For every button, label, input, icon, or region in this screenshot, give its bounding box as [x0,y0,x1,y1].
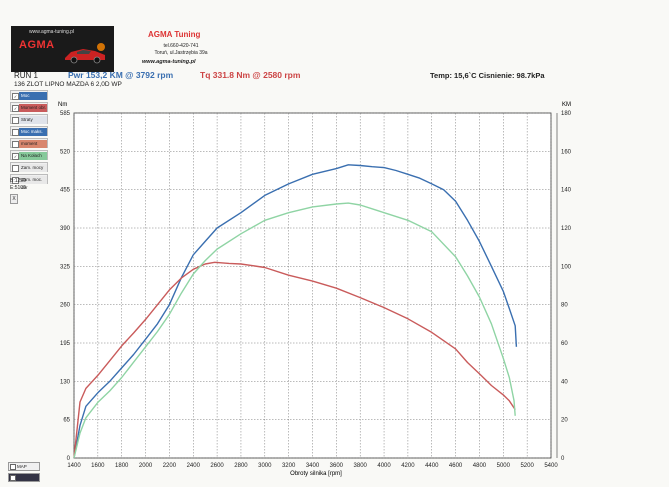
x-tick-label: 3000 [258,463,272,469]
agma-logo: www.agma-tuning.pl AGMA [11,26,114,72]
legend-item[interactable]: Moc maks. [10,126,48,136]
legend-label: moment [19,140,47,148]
legend-label: Moc maks. [19,128,47,136]
series-line-moment-obr- [73,261,516,459]
x-tick-label: 4400 [425,463,439,469]
legend-label: Moment obr. [19,104,47,112]
x-tick-label: 4200 [401,463,415,469]
y-tick-label-right: 160 [561,149,572,155]
run-label: RUN 1 [14,71,39,80]
legend-label: Zam. moc. obr [19,176,47,190]
y-tick-label-left: 195 [60,341,71,347]
x-tick-label: 5000 [497,463,511,469]
x-tick-label: 3800 [354,463,368,469]
website: www.agma-tuning.pl [142,59,196,65]
second-button[interactable] [8,473,40,482]
y-tick-label-left: 455 [60,188,71,194]
x-axis-label: Obroty silnika [rpm] [290,471,342,477]
y-tick-label-right: 120 [561,226,572,232]
legend-checkbox[interactable]: ✓ [12,105,19,112]
car-silhouette-icon [65,43,105,64]
x-tick-label: 5400 [544,463,558,469]
y-tick-label-left: 585 [60,111,71,117]
x-tick-label: 3400 [306,463,320,469]
logo-url: www.agma-tuning.pl [29,29,75,35]
legend-label: Na Kołach [19,152,47,160]
series-lines [73,164,518,459]
map-button[interactable]: MAP [8,462,40,471]
torque-summary: Tq 331.8 Nm @ 2580 rpm [200,70,301,80]
second-checkbox[interactable] [10,475,16,481]
y-tick-label-left: 65 [63,418,70,424]
y-tick-label-right: 40 [561,379,568,385]
y-tick-label-left: 0 [67,456,71,462]
side-button[interactable]: X [10,194,18,204]
x-tick-label: 2400 [187,463,201,469]
logo-brand: AGMA [19,39,55,51]
y-tick-label-left: 390 [60,226,71,232]
legend-item[interactable]: ✓ Moc [10,90,48,100]
y-tick-label-right: 140 [561,188,572,194]
x-tick-label: 4800 [473,463,487,469]
legend-checkbox[interactable] [12,141,19,148]
x-tick-label: 5200 [520,463,534,469]
end-rpm: E:5109 [10,185,26,191]
vehicle-info: 136 ZLOT LIPNO MAZDA 6 2,0D WP [14,81,122,88]
x-tick-label: 1800 [115,463,129,469]
y-tick-label-right: 0 [561,456,565,462]
power-summary: Pwr 153,2 KM @ 3792 rpm [68,70,174,80]
legend-item[interactable]: Zam. mocy [10,162,48,172]
x-tick-label: 3200 [282,463,296,469]
map-checkbox[interactable] [10,464,16,470]
legend-checkbox[interactable] [12,177,19,184]
series-line-na-ko-ach [73,202,516,459]
y-tick-label-right: 100 [561,264,572,270]
y-tick-label-right: 80 [561,303,568,309]
legend-panel: ✓ Moc ✓ Moment obr. Straty Moc maks. moment ✓ Na… [10,90,48,190]
x-tick-label: 1600 [91,463,105,469]
legend-checkbox[interactable] [12,165,19,172]
temperature-pressure: Temp: 15,6`C Cisnienie: 98.7kPa [430,71,545,80]
legend-label: Moc [19,92,47,100]
y-tick-label-left: 260 [60,303,71,309]
legend-checkbox[interactable]: ✓ [12,153,19,160]
axis-ticks: 1400 1600 1800 2000 2200 2400 2600 2800 3000 3200… [60,111,572,469]
legend-checkbox[interactable]: ✓ [12,93,19,100]
legend-item[interactable]: moment [10,138,48,148]
bottom-buttons: MAP [8,462,40,484]
legend-item[interactable]: ✓ Moment obr. [10,102,48,112]
y-tick-label-right: 60 [561,341,568,347]
y-tick-label-left: 130 [60,379,71,385]
y-tick-label-right: 20 [561,418,568,424]
x-tick-label: 1400 [67,463,81,469]
legend-item[interactable]: Straty [10,114,48,124]
company-contact: tel.660-420-741 Toruń, ul.Jastrzębia 39a [146,43,216,57]
grid [73,112,552,459]
y-axis-label-right: KM [562,102,571,108]
legend-item[interactable]: ✓ Na Kołach [10,150,48,160]
x-tick-label: 2600 [210,463,224,469]
map-button-label: MAP [17,464,27,469]
x-tick-label: 2200 [163,463,177,469]
legend-label: Straty [19,116,47,124]
address: Toruń, ul.Jastrzębia 39a [154,50,208,56]
begin-rpm: B:1250 [10,178,26,184]
company-name: AGMA Tuning [148,30,201,39]
x-tick-label: 4600 [449,463,463,469]
x-tick-label: 2000 [139,463,153,469]
phone: tel.660-420-741 [163,43,199,49]
y-tick-label-right: 180 [561,111,572,117]
y-tick-label-left: 520 [60,149,71,155]
series-line-moc [73,164,518,459]
y-tick-label-left: 325 [60,264,71,270]
legend-checkbox[interactable] [12,117,19,124]
x-tick-label: 2800 [234,463,248,469]
x-tick-label: 3600 [330,463,344,469]
legend-item[interactable]: Zam. moc. obr [10,174,48,190]
legend-label: Zam. mocy [19,164,47,172]
x-tick-label: 4000 [377,463,391,469]
y-axis-label-left: Nm [58,102,67,108]
legend-checkbox[interactable] [12,129,19,136]
